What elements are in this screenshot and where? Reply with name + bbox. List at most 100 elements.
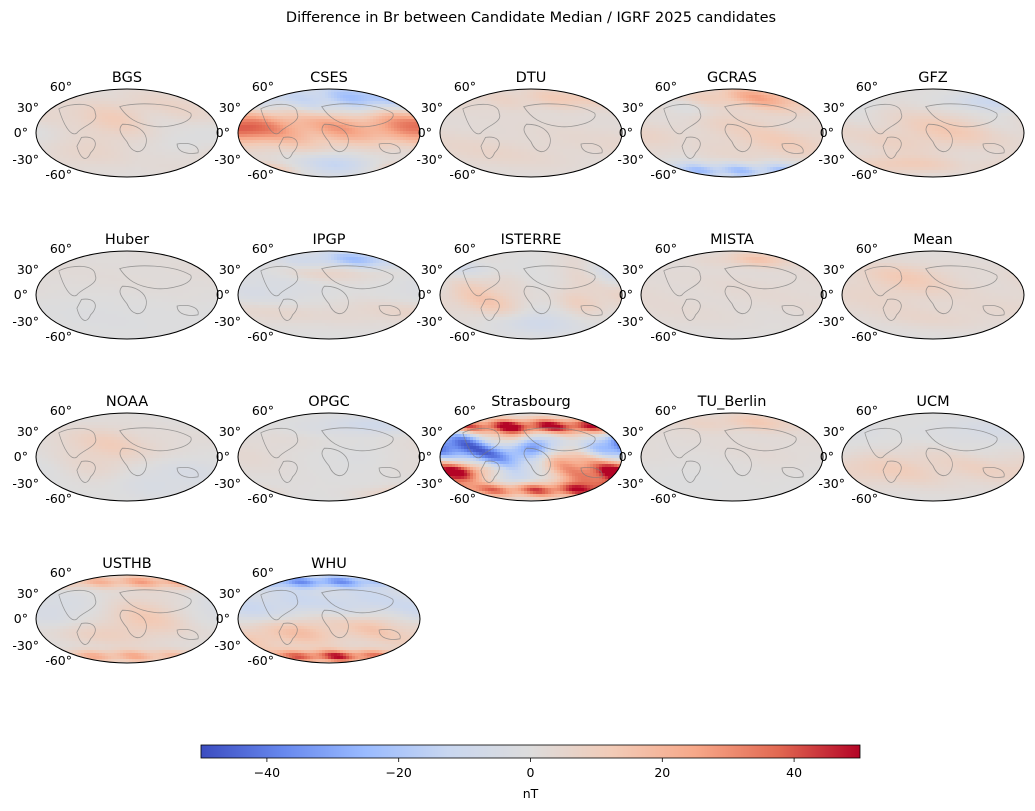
panel-title: UCM <box>916 394 949 410</box>
coastlines <box>58 265 199 321</box>
lat-label: -60° <box>851 167 878 182</box>
lat-label: 30° <box>421 262 443 277</box>
coastlines <box>462 427 603 483</box>
panel-title: ISTERRE <box>501 232 562 248</box>
lat-label: 30° <box>219 424 241 439</box>
map-outline <box>640 250 824 340</box>
map-panel-strasbourg: Strasbourg 60° 30° 0° -30° -60° <box>416 394 623 506</box>
panel-title: CSES <box>310 70 348 86</box>
heatmap-cells <box>641 89 823 177</box>
map-panel-ipgp: IPGP 60° 30° 0° -30° -60° <box>214 232 421 344</box>
map-outline <box>237 574 421 664</box>
map-panel-noaa: NOAA 60° 30° 0° -30° -60° <box>12 394 219 506</box>
lat-label: 30° <box>421 100 443 115</box>
map-outline <box>35 412 219 502</box>
lat-label: -30° <box>12 638 39 653</box>
coastlines <box>864 265 1005 321</box>
heatmap-cells <box>842 89 1024 177</box>
map-outline <box>841 88 1025 178</box>
lat-label: 60° <box>252 241 274 256</box>
lat-label: 60° <box>856 79 878 94</box>
colorbar-tick-label: 40 <box>786 765 802 780</box>
panel-title: WHU <box>311 556 347 572</box>
map-outline <box>35 250 219 340</box>
lat-label: 60° <box>50 403 72 418</box>
map-panels: BGS 60° 30° 0° -30° -60° CSES 60° 30° 0° -30° -60° D… <box>12 70 1025 668</box>
coastlines <box>260 103 401 159</box>
panel-title: NOAA <box>106 394 148 410</box>
lat-label: -60° <box>449 329 476 344</box>
lat-label: 0° <box>14 449 28 464</box>
lat-label: 60° <box>454 79 476 94</box>
heatmap-cells <box>842 413 1024 501</box>
lat-label: -60° <box>45 653 72 668</box>
lat-label: -30° <box>617 314 644 329</box>
lat-label: 60° <box>856 241 878 256</box>
coastlines <box>462 103 603 159</box>
lat-label: 60° <box>50 241 72 256</box>
heatmap-cells <box>842 251 1024 339</box>
lat-label: -60° <box>650 329 677 344</box>
lat-label: 60° <box>252 565 274 580</box>
map-panel-gfz: GFZ 60° 30° 0° -30° -60° <box>818 70 1025 182</box>
lat-label: -60° <box>45 329 72 344</box>
map-outline <box>237 412 421 502</box>
lat-label: -30° <box>818 152 845 167</box>
map-panel-usthb: USTHB 60° 30° 0° -30° -60° <box>12 556 219 668</box>
lat-label: -30° <box>214 476 241 491</box>
heatmap-cells <box>238 413 420 501</box>
map-outline <box>640 88 824 178</box>
lat-label: -60° <box>247 329 274 344</box>
lat-label: 60° <box>856 403 878 418</box>
panel-title: BGS <box>112 70 142 86</box>
lat-label: 60° <box>454 241 476 256</box>
lat-label: -30° <box>818 314 845 329</box>
lat-label: -30° <box>416 152 443 167</box>
lat-label: 30° <box>219 262 241 277</box>
map-outline <box>237 250 421 340</box>
map-panel-opgc: OPGC 60° 30° 0° -30° -60° <box>214 394 421 506</box>
lat-label: -60° <box>650 491 677 506</box>
lat-label: -60° <box>449 167 476 182</box>
panel-title: DTU <box>516 70 547 86</box>
lat-label: 0° <box>216 449 230 464</box>
panel-title: OPGC <box>308 394 350 410</box>
map-outline <box>439 250 623 340</box>
lat-label: 0° <box>619 125 633 140</box>
lat-label: 60° <box>454 403 476 418</box>
map-outline <box>35 88 219 178</box>
lat-label: -30° <box>617 476 644 491</box>
lat-label: -30° <box>12 314 39 329</box>
lat-label: 0° <box>418 287 432 302</box>
colorbar-tick-label: 0 <box>527 765 535 780</box>
lat-label: 60° <box>252 403 274 418</box>
lat-label: -30° <box>416 314 443 329</box>
figure-title: Difference in Br between Candidate Media… <box>286 10 776 26</box>
lat-label: 30° <box>17 586 39 601</box>
lat-label: 30° <box>219 586 241 601</box>
panel-title: TU_Berlin <box>697 394 767 410</box>
lat-label: 30° <box>823 262 845 277</box>
coastlines <box>260 265 401 321</box>
coastlines <box>58 427 199 483</box>
heatmap-cells <box>36 575 218 663</box>
map-panel-ucm: UCM 60° 30° 0° -30° -60° <box>818 394 1025 506</box>
lat-label: 30° <box>17 424 39 439</box>
lat-label: 30° <box>219 100 241 115</box>
lat-label: 0° <box>619 449 633 464</box>
colorbar-tick-label: −40 <box>254 765 280 780</box>
map-outline <box>237 88 421 178</box>
lat-label: 60° <box>50 565 72 580</box>
map-panel-mista: MISTA 60° 30° 0° -30° -60° <box>617 232 824 344</box>
lat-label: -30° <box>214 638 241 653</box>
panel-title: MISTA <box>710 232 754 248</box>
panel-title: Strasbourg <box>491 394 570 410</box>
heatmap-cells <box>238 575 420 663</box>
panel-title: GCRAS <box>707 70 757 86</box>
colorbar-tick-label: 20 <box>654 765 670 780</box>
lat-label: -60° <box>247 167 274 182</box>
map-outline <box>439 88 623 178</box>
lat-label: 0° <box>216 287 230 302</box>
coastlines <box>58 589 199 645</box>
